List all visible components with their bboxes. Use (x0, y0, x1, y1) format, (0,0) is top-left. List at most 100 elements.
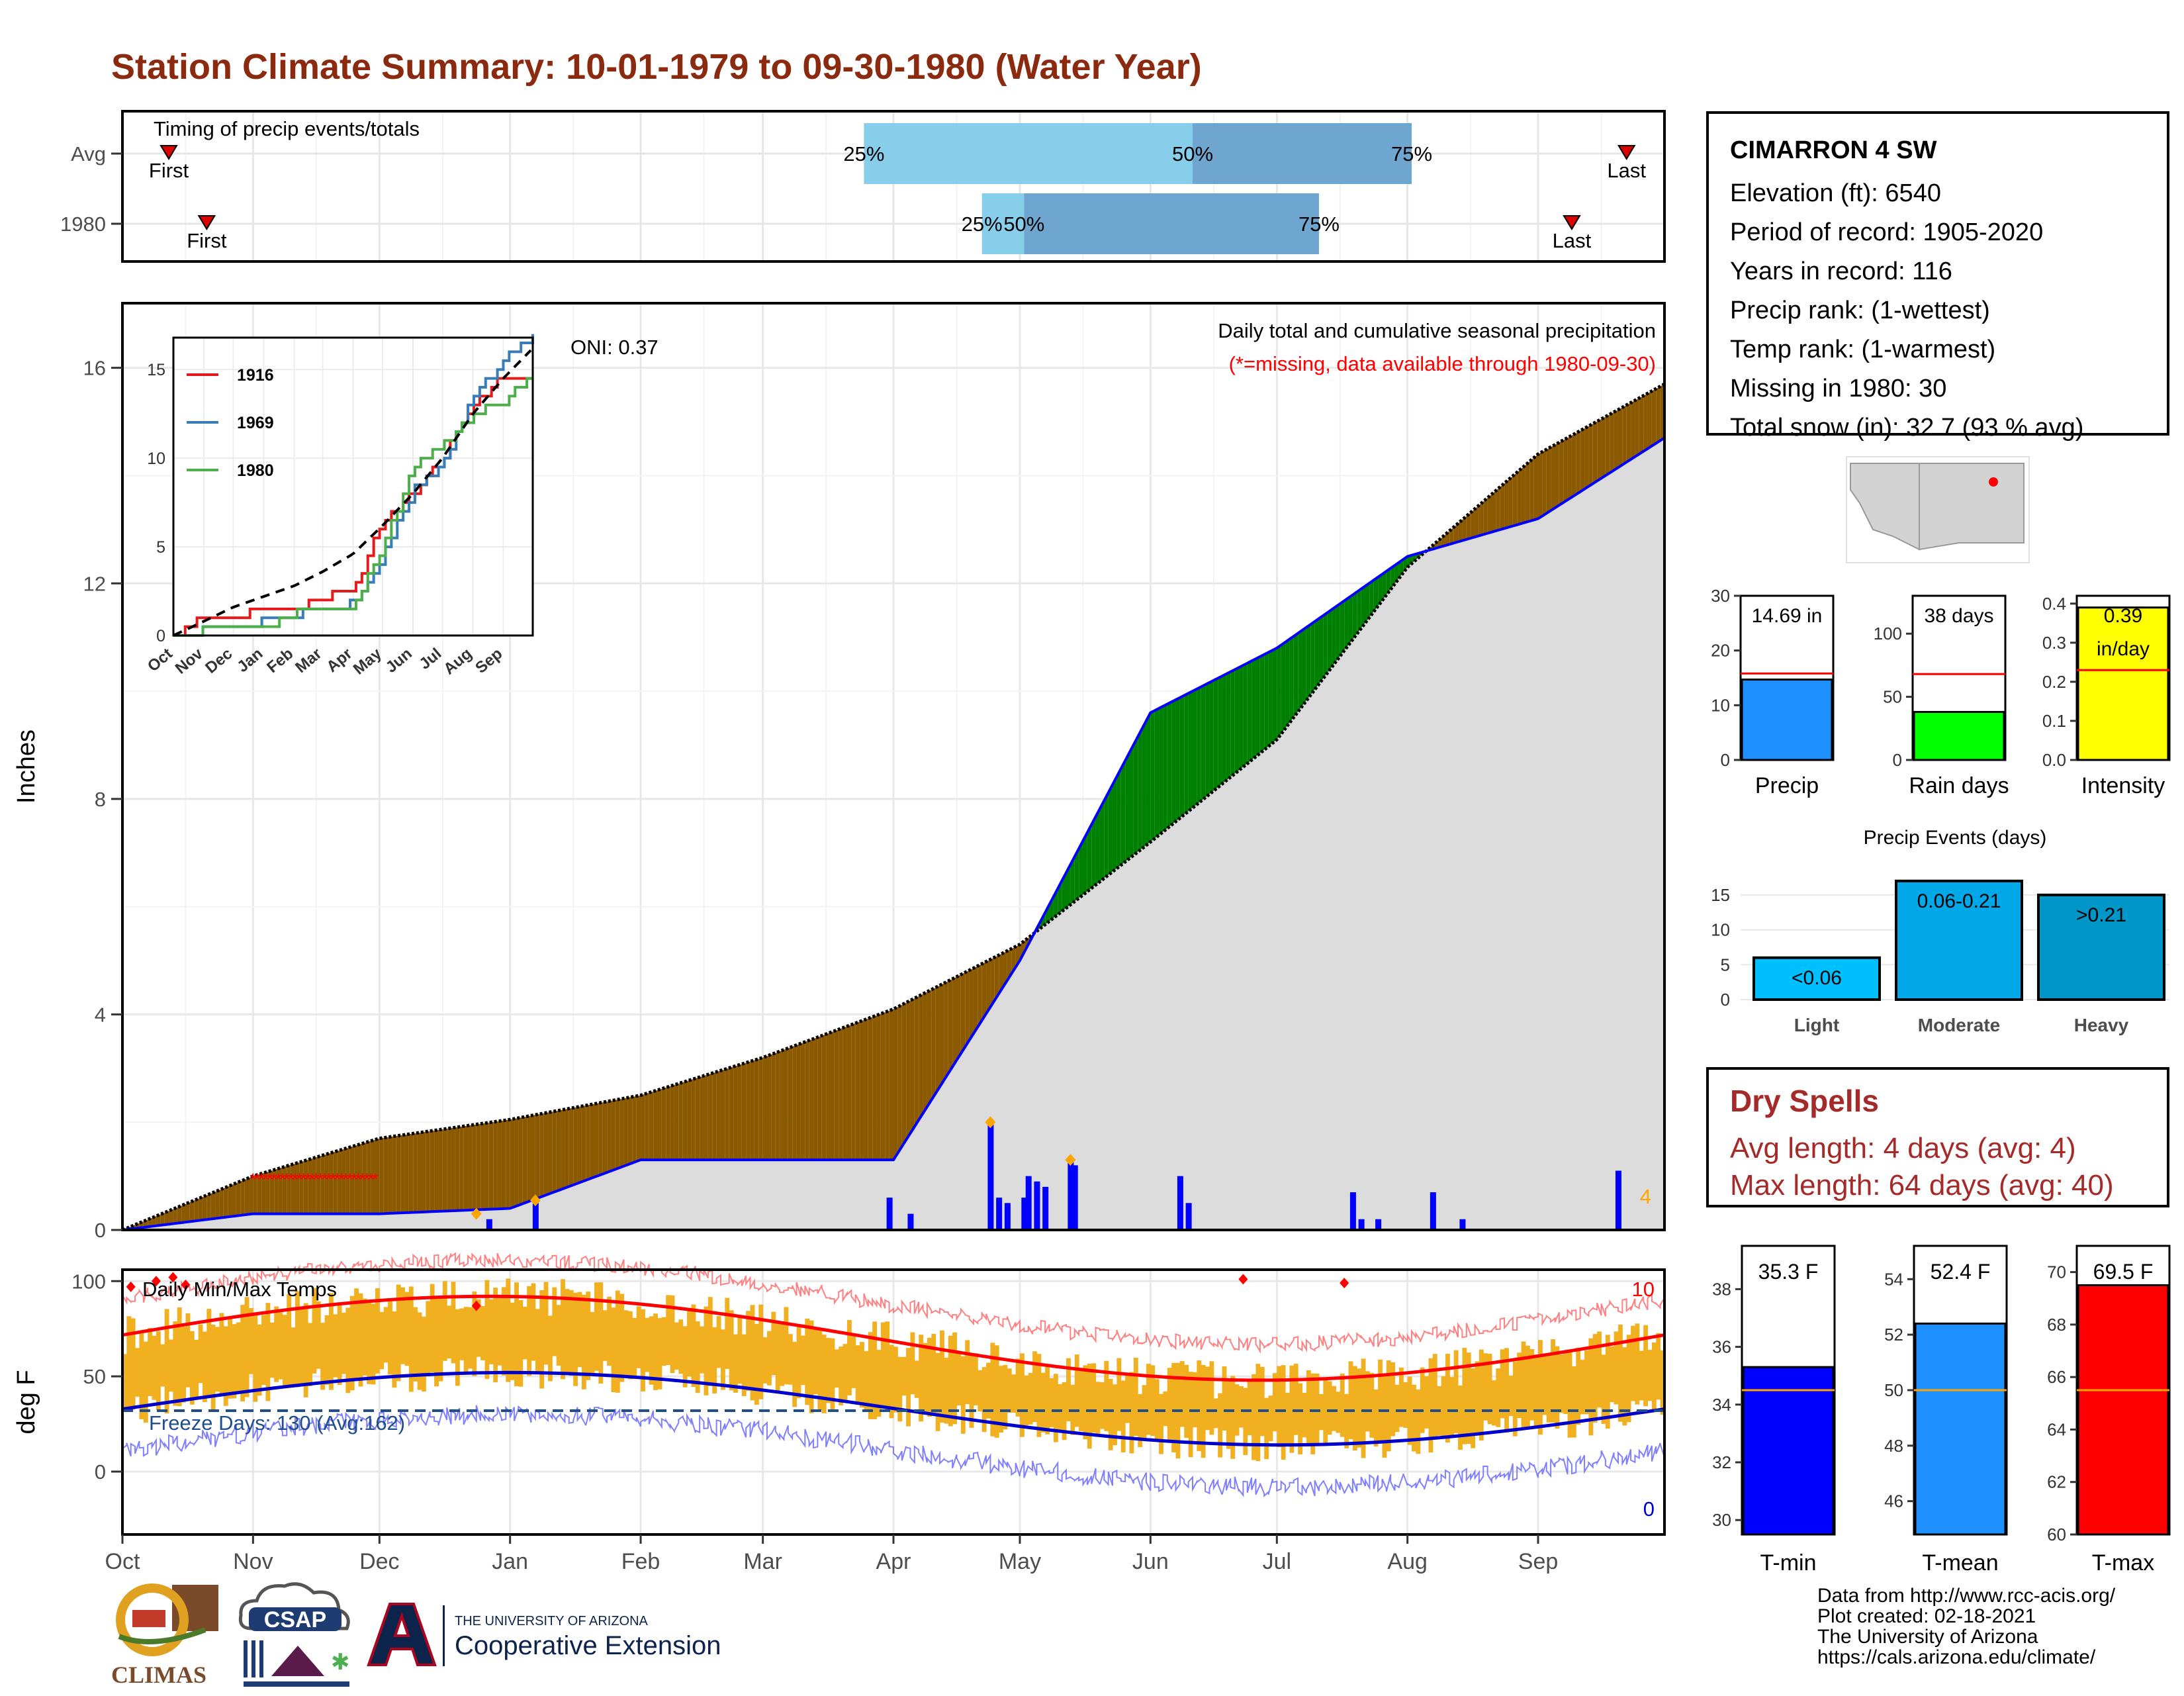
inset-x-tick: Apr (323, 645, 355, 676)
daily-temp-range (1197, 1360, 1202, 1452)
daily-temp-range (657, 1318, 662, 1390)
departure-fill (569, 1107, 574, 1187)
record-high-marker (126, 1281, 136, 1292)
temp-bar (1914, 1322, 2007, 1536)
daily-temp-range (417, 1312, 422, 1390)
departure-fill (788, 1046, 793, 1160)
departure-fill (1614, 409, 1618, 471)
missing-marker: * (304, 1170, 311, 1190)
daily-temp-range (1365, 1371, 1370, 1432)
departure-fill (126, 1226, 131, 1230)
daily-temp-range (1496, 1368, 1501, 1427)
mini-bar-label: 14.69 in (1752, 605, 1823, 627)
daily-temp-range (602, 1310, 608, 1361)
daily-temp-range (1584, 1350, 1589, 1415)
daily-temp-range (1336, 1391, 1341, 1433)
inset-frame (172, 336, 534, 637)
departure-fill (501, 1120, 506, 1209)
daily-temp-range (265, 1303, 271, 1401)
daily-temp-range (1049, 1378, 1054, 1428)
daily-temp-range (299, 1309, 304, 1384)
daily-temp-range (1003, 1364, 1008, 1430)
departure-fill (1555, 442, 1559, 508)
daily-temp-range (371, 1303, 376, 1385)
departure-fill (244, 1178, 249, 1215)
departure-fill (1163, 704, 1167, 832)
daily-temp-range (480, 1305, 485, 1360)
departure-fill (830, 1031, 835, 1160)
daily-temp-range (1133, 1357, 1138, 1436)
daily-temp-range (148, 1328, 153, 1396)
departure-fill (1125, 752, 1130, 862)
departure-fill (1546, 447, 1551, 514)
daily-temp-range (1272, 1373, 1277, 1432)
daily-temp-range (792, 1342, 797, 1407)
daily-temp-range (1201, 1364, 1206, 1458)
departure-fill (1639, 395, 1644, 454)
departure-fill (1028, 934, 1033, 945)
temp-bar-name: T-max (2092, 1550, 2154, 1576)
daily-temp-range (434, 1297, 439, 1387)
departure-fill (872, 1015, 877, 1160)
daily-temp-range (956, 1353, 962, 1406)
daily-temp-range (1491, 1380, 1496, 1426)
departure-fill (1251, 659, 1256, 761)
daily-precip-bar (1375, 1219, 1382, 1230)
departure-fill (842, 1026, 847, 1160)
daily-temp-range (160, 1344, 165, 1387)
daily-temp-range (1361, 1358, 1366, 1458)
missing-marker: * (288, 1170, 295, 1190)
daily-temp-range (1281, 1365, 1286, 1460)
daily-temp-range (960, 1356, 966, 1434)
daily-precip-bar (886, 1198, 893, 1230)
daily-temp-range (1601, 1354, 1606, 1425)
departure-fill (312, 1157, 316, 1214)
departure-fill (1441, 534, 1445, 547)
credit-line: Plot created: 02-18-2021 (1817, 1605, 2036, 1627)
departure-fill (1428, 545, 1433, 551)
event-label: First (149, 159, 189, 182)
departure-fill (447, 1128, 451, 1211)
daily-temp-range (1407, 1376, 1412, 1445)
daily-temp-range (796, 1325, 801, 1399)
missing-marker: * (355, 1170, 361, 1190)
daily-temp-range (1432, 1354, 1437, 1437)
daily-temp-range (1255, 1364, 1261, 1462)
departure-fill (1508, 475, 1513, 528)
daily-temp-range (1251, 1374, 1256, 1460)
daily-precip-bar (1034, 1181, 1040, 1230)
daily-temp-range (1184, 1364, 1189, 1438)
hot-count: 10 (1632, 1278, 1655, 1301)
daily-temp-range (396, 1284, 401, 1382)
mini-bar-name: Precip (1755, 773, 1819, 798)
departure-fill (455, 1127, 460, 1211)
event-marker (197, 215, 216, 230)
daily-temp-range (1626, 1335, 1631, 1423)
daily-precip-bar (1430, 1192, 1436, 1230)
daily-temp-range (990, 1343, 995, 1437)
departure-fill (1205, 683, 1210, 798)
departure-fill (497, 1120, 502, 1209)
departure-fill (906, 1000, 911, 1141)
daily-temp-range (1247, 1378, 1252, 1436)
daily-temp-range (1318, 1393, 1324, 1431)
daily-temp-range (1032, 1351, 1037, 1423)
daily-temp-range (1462, 1348, 1467, 1444)
daily-temp-range (1222, 1366, 1227, 1431)
daily-temp-range (1639, 1350, 1644, 1401)
departure-fill (627, 1096, 633, 1165)
departure-fill (1610, 412, 1614, 473)
daily-temp-range (408, 1286, 414, 1392)
departure-fill (265, 1171, 270, 1214)
daily-temp-range (1175, 1362, 1181, 1459)
events-bg (1741, 871, 2169, 1000)
month-label: May (999, 1549, 1041, 1574)
row-label: Avg (71, 142, 106, 165)
month-label: Jan (492, 1549, 528, 1574)
departure-fill (1643, 393, 1648, 451)
departure-fill (535, 1113, 540, 1200)
record-high-marker (471, 1300, 481, 1311)
daily-temp-range (969, 1353, 974, 1428)
daily-temp-range (1285, 1392, 1290, 1446)
ua-extension: Cooperative Extension (455, 1631, 721, 1660)
